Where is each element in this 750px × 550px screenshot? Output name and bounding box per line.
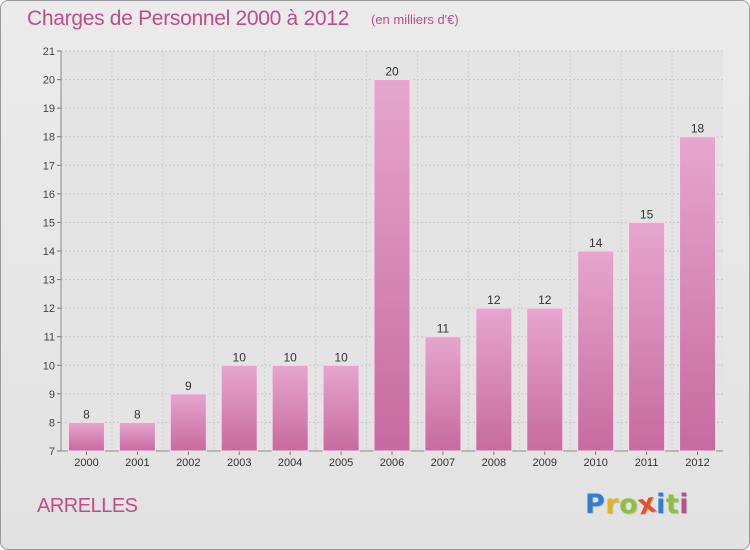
chart-subtitle: (en milliers d'€) (371, 12, 459, 27)
x-tick-label: 2011 (635, 457, 659, 469)
x-tick-label: 2009 (533, 457, 557, 469)
y-tick-label: 18 (43, 132, 55, 144)
x-tick-label: 2006 (380, 457, 404, 469)
x-tick-label: 2001 (125, 457, 149, 469)
bar (424, 336, 462, 452)
bar (67, 421, 105, 452)
commune-name: ARRELLES (37, 495, 138, 517)
y-tick-label: 10 (43, 360, 55, 372)
bar (271, 364, 309, 452)
y-tick-label: 17 (43, 160, 55, 172)
x-tick-label: 2004 (278, 457, 302, 469)
bar-value-label: 11 (437, 322, 450, 336)
x-tick-label: 2012 (685, 457, 709, 469)
bar-value-label: 12 (487, 293, 501, 307)
logo-letter: i (656, 489, 666, 520)
y-tick-label: 16 (43, 189, 55, 201)
bar-value-label: 9 (185, 379, 192, 393)
x-tick-label: 2000 (74, 457, 98, 469)
y-tick-label: 8 (49, 417, 55, 429)
bar (475, 307, 513, 452)
bar (577, 250, 615, 452)
bar (679, 136, 717, 452)
y-tick-label: 20 (43, 75, 55, 87)
y-tick-label: 11 (44, 332, 55, 344)
y-tick-label: 9 (49, 389, 55, 401)
y-tick-label: 15 (43, 217, 55, 229)
data-labels: 8 8 9 10 10 10 20 11 12 12 14 15 18 (83, 65, 704, 422)
x-tick-label: 2002 (176, 457, 200, 469)
x-tick-label: 2007 (431, 457, 455, 469)
bar (118, 421, 156, 452)
bar-value-label: 18 (691, 122, 705, 136)
logo-letter: i (679, 489, 690, 520)
chart-title: Charges de Personnel 2000 à 2012 (27, 7, 349, 30)
y-tick-label: 19 (43, 103, 55, 115)
y-tick-label: 14 (43, 246, 55, 258)
bar-value-label: 10 (283, 350, 297, 364)
bar (169, 393, 207, 452)
y-tick-label: 13 (43, 275, 55, 287)
x-tick-label: 2005 (329, 457, 353, 469)
bar-value-label: 8 (83, 407, 90, 421)
bars (67, 79, 717, 452)
logo-letter: o (619, 489, 639, 520)
bar (526, 307, 564, 452)
proxiti-logo: Proxiti (585, 487, 690, 521)
logo-letter: P (585, 489, 606, 520)
x-tick-label: 2003 (227, 457, 251, 469)
x-tick-label: 2010 (583, 457, 607, 469)
y-tick-label: 12 (43, 303, 55, 315)
bar-value-label: 8 (134, 407, 141, 421)
bar-value-label: 12 (538, 293, 552, 307)
x-tick-label: 2008 (482, 457, 506, 469)
bar-value-label: 14 (589, 236, 603, 250)
y-tick-label: 7 (49, 446, 55, 458)
bar-value-label: 20 (385, 65, 399, 79)
bar (220, 364, 258, 452)
bar-value-label: 15 (640, 207, 654, 221)
y-tick-label: 21 (43, 46, 55, 58)
bar-value-label: 10 (334, 350, 348, 364)
bar-value-label: 10 (233, 350, 247, 364)
logo-letter: r (605, 489, 620, 520)
bar (322, 364, 360, 452)
bar (373, 79, 411, 452)
logo-letter: t (665, 489, 680, 520)
bar (628, 221, 666, 452)
